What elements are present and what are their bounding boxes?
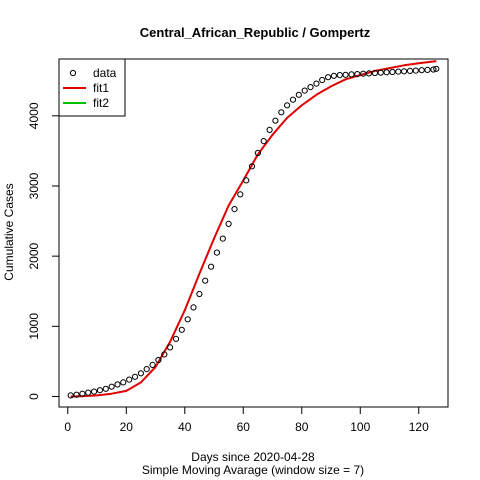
data-point bbox=[433, 65, 440, 72]
y-tick-label: 3000 bbox=[27, 172, 41, 199]
data-point bbox=[266, 126, 273, 133]
data-point bbox=[319, 76, 326, 84]
data-point bbox=[307, 84, 314, 91]
data-point bbox=[196, 290, 203, 298]
x-tick-label: 20 bbox=[120, 420, 134, 434]
data-point bbox=[430, 66, 437, 73]
data-point bbox=[371, 69, 378, 77]
legend: data fit1 fit2 bbox=[58, 58, 126, 117]
data-point bbox=[213, 249, 220, 256]
data-point bbox=[190, 304, 197, 311]
x-tick-label: 100 bbox=[350, 420, 370, 434]
data-point bbox=[412, 67, 419, 74]
y-axis-label: Cumulative Cases bbox=[2, 183, 16, 280]
legend-data-marker bbox=[69, 69, 77, 77]
data-point bbox=[202, 277, 209, 284]
data-point bbox=[325, 74, 332, 81]
data-point bbox=[67, 392, 74, 399]
legend-data-label: data bbox=[93, 66, 117, 80]
data-point bbox=[79, 390, 86, 397]
data-point bbox=[365, 70, 373, 77]
y-axis: 0 1000 2000 3000 4000 bbox=[27, 102, 60, 400]
data-point bbox=[260, 138, 267, 145]
data-point bbox=[126, 376, 133, 383]
data-point bbox=[73, 391, 80, 398]
data-point bbox=[108, 383, 115, 390]
data-point bbox=[418, 67, 425, 74]
data-point bbox=[295, 91, 302, 98]
x-tick-label: 80 bbox=[295, 420, 309, 434]
data-point bbox=[219, 235, 226, 242]
data-point bbox=[225, 220, 232, 227]
data-point bbox=[143, 366, 150, 373]
data-point bbox=[424, 66, 431, 74]
data-point bbox=[155, 356, 162, 364]
legend-fit1-label: fit1 bbox=[93, 81, 109, 95]
data-point bbox=[313, 80, 320, 87]
data-point bbox=[284, 102, 291, 109]
data-point bbox=[102, 385, 109, 392]
x-axis-label: Days since 2020-04-28 bbox=[191, 450, 315, 464]
plot-area bbox=[67, 60, 440, 399]
data-point bbox=[348, 71, 355, 78]
legend-fit2-label: fit2 bbox=[93, 96, 109, 110]
data-point bbox=[336, 72, 343, 79]
data-point bbox=[172, 335, 180, 342]
data-point bbox=[254, 149, 261, 157]
data-point bbox=[91, 388, 98, 395]
data-point bbox=[377, 69, 384, 76]
x-axis-sublabel: Simple Moving Avarage (window size = 7) bbox=[142, 463, 364, 477]
data-point bbox=[149, 361, 156, 368]
series-fit1-line bbox=[70, 60, 437, 398]
data-point bbox=[354, 71, 361, 78]
data-point bbox=[114, 381, 121, 388]
data-point bbox=[330, 72, 337, 79]
data-point bbox=[272, 117, 279, 124]
data-point bbox=[278, 109, 285, 116]
data-point bbox=[85, 389, 92, 396]
data-point bbox=[231, 206, 238, 213]
data-point bbox=[161, 351, 168, 358]
data-point bbox=[131, 373, 139, 380]
data-point bbox=[342, 71, 349, 78]
y-tick-label: 0 bbox=[27, 393, 41, 400]
data-point bbox=[401, 68, 408, 75]
y-tick-label: 1000 bbox=[27, 313, 41, 340]
x-tick-label: 0 bbox=[64, 420, 71, 434]
data-point bbox=[289, 96, 297, 103]
data-point bbox=[395, 68, 402, 75]
data-point bbox=[389, 68, 396, 76]
data-point bbox=[120, 379, 127, 386]
data-point bbox=[243, 177, 250, 184]
data-point bbox=[248, 163, 256, 170]
y-tick-label: 2000 bbox=[27, 242, 41, 269]
data-point bbox=[360, 70, 367, 77]
data-point bbox=[383, 69, 390, 76]
data-point bbox=[96, 387, 104, 394]
x-tick-label: 60 bbox=[237, 420, 251, 434]
data-point bbox=[237, 191, 244, 198]
data-point bbox=[137, 370, 144, 377]
x-tick-label: 120 bbox=[409, 420, 429, 434]
y-tick-label: 4000 bbox=[27, 102, 41, 129]
data-point bbox=[184, 316, 191, 323]
x-tick-label: 40 bbox=[178, 420, 192, 434]
data-point bbox=[406, 67, 414, 75]
data-point bbox=[208, 263, 215, 270]
chart-title: Central_African_Republic / Gompertz bbox=[140, 25, 371, 40]
data-point bbox=[301, 87, 308, 94]
data-point bbox=[167, 344, 174, 351]
x-axis: 0 20 40 60 80 100 120 bbox=[64, 406, 429, 434]
data-point bbox=[178, 326, 185, 333]
